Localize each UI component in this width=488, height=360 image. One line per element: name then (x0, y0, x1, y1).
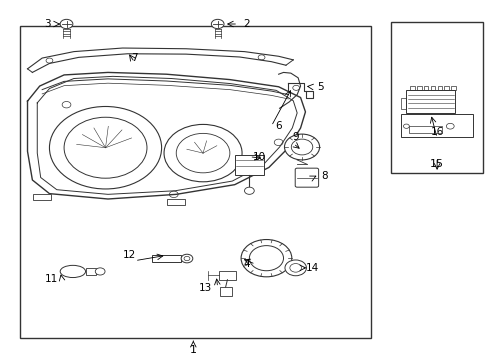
Text: 9: 9 (292, 132, 298, 142)
Text: 3: 3 (43, 19, 50, 29)
Bar (437, 86, 441, 90)
Bar (444, 86, 448, 90)
Circle shape (241, 239, 291, 277)
Circle shape (284, 134, 319, 160)
Circle shape (211, 19, 224, 29)
Circle shape (95, 268, 105, 275)
Bar (400, 98, 406, 109)
Bar (234, 155, 264, 175)
Bar (85, 268, 96, 275)
Text: 2: 2 (243, 19, 250, 29)
Bar (33, 194, 51, 200)
Text: 8: 8 (321, 171, 327, 181)
Bar (416, 86, 421, 90)
Bar (218, 271, 236, 280)
Text: 10: 10 (252, 152, 265, 162)
Text: 13: 13 (199, 283, 212, 293)
Bar (219, 287, 232, 296)
Ellipse shape (60, 265, 85, 278)
Bar (400, 114, 472, 137)
Text: 12: 12 (123, 250, 136, 260)
Bar (409, 86, 414, 90)
Bar (430, 86, 434, 90)
Circle shape (244, 187, 254, 194)
Text: 7: 7 (131, 53, 138, 63)
Text: 15: 15 (429, 159, 443, 169)
Text: 6: 6 (275, 121, 282, 131)
Bar (406, 90, 454, 113)
Text: 1: 1 (189, 345, 196, 355)
Text: 4: 4 (243, 259, 250, 269)
Bar (20, 26, 370, 338)
Text: 14: 14 (305, 263, 319, 273)
Text: 16: 16 (429, 127, 443, 136)
Bar (450, 86, 455, 90)
Circle shape (285, 260, 306, 276)
Circle shape (60, 19, 73, 29)
Bar (152, 255, 181, 262)
Text: 11: 11 (45, 274, 59, 284)
Text: 5: 5 (316, 82, 323, 92)
Bar (423, 86, 427, 90)
Circle shape (181, 254, 192, 263)
FancyBboxPatch shape (295, 168, 318, 187)
Bar (408, 126, 442, 133)
Bar (167, 199, 184, 205)
Bar (390, 22, 483, 173)
